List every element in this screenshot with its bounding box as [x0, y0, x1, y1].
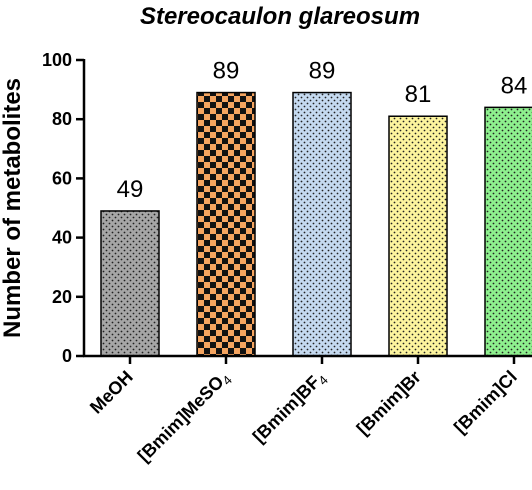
x-tick-label: [Bmim]BF4: [249, 367, 331, 449]
bar: [388, 115, 448, 357]
x-axis-categories: MeOH[Bmim]MeSO4 [Bmim]BF4 [Bmim]Br [Bmim]Cl: [86, 356, 521, 468]
y-tick-label: 60: [52, 168, 72, 188]
data-label: 81: [405, 81, 432, 108]
x-tick-label: [Bmim]MeSO4: [134, 367, 235, 468]
y-tick-label: 80: [52, 109, 72, 129]
x-tick-label: MeOH: [86, 367, 137, 418]
y-tick-label: 0: [62, 346, 72, 366]
y-tick-label: 40: [52, 228, 72, 248]
data-label: 84: [501, 72, 528, 99]
data-label: 49: [117, 176, 144, 203]
data-label: 89: [309, 58, 336, 85]
data-labels: 49 89 89 81 84: [117, 58, 528, 203]
x-tick-label: [Bmim]Br: [353, 367, 425, 439]
bar: [292, 91, 352, 357]
y-tick-label: 20: [52, 287, 72, 307]
y-axis-label: Number of metabolites: [0, 78, 26, 338]
data-label: 89: [213, 58, 240, 85]
chart-title: Stereocaulon glareosum: [140, 3, 420, 30]
bar: [484, 106, 532, 357]
y-axis-ticks: 0 20 40 60 80 100: [42, 50, 84, 366]
x-tick-label: [Bmim]Cl: [450, 367, 521, 438]
bar: [100, 210, 160, 357]
y-tick-label: 100: [42, 50, 72, 70]
bar: [196, 91, 256, 357]
bars: [100, 91, 532, 357]
